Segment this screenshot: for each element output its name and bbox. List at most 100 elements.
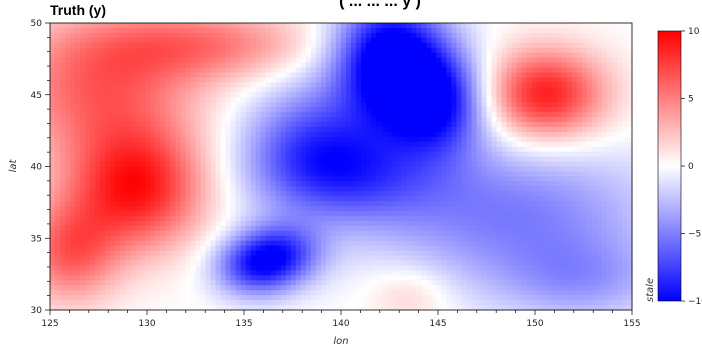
heatmap-cell — [411, 181, 417, 187]
heatmap-cell — [230, 117, 237, 123]
heatmap-cell — [335, 191, 342, 197]
heatmap-cell — [220, 117, 227, 123]
heatmap-cell — [140, 72, 146, 79]
heatmap-cell — [310, 225, 317, 232]
heatmap-cell — [556, 230, 563, 237]
heatmap-cell — [100, 97, 106, 103]
heatmap-cell — [381, 102, 387, 108]
heatmap-cell — [606, 161, 613, 168]
heatmap-cell — [561, 206, 568, 212]
heatmap-cell — [606, 176, 613, 182]
heatmap-cell — [416, 117, 422, 123]
heatmap-cell — [481, 151, 488, 158]
heatmap-cell — [250, 47, 257, 54]
heatmap-cell — [95, 121, 101, 128]
heatmap-cell — [551, 107, 558, 113]
heatmap-cell — [175, 220, 182, 227]
heatmap-cell — [310, 47, 317, 54]
heatmap-cell — [215, 92, 222, 98]
heatmap-cell — [245, 126, 252, 133]
heatmap-cell — [586, 62, 593, 69]
heatmap-cell — [280, 166, 287, 173]
heatmap-cell — [386, 87, 392, 93]
heatmap-cell — [180, 57, 187, 64]
heatmap-cell — [611, 77, 618, 83]
heatmap-cell — [621, 37, 628, 44]
heatmap-cell — [606, 181, 613, 187]
heatmap-cell — [436, 176, 442, 182]
heatmap-cell — [466, 42, 473, 49]
heatmap-cell — [356, 117, 362, 123]
heatmap-cell — [265, 107, 272, 113]
heatmap-cell — [536, 161, 543, 168]
heatmap-cell — [100, 102, 106, 108]
heatmap-cell — [95, 186, 101, 192]
heatmap-cell — [536, 57, 543, 64]
heatmap-cell — [115, 107, 121, 113]
heatmap-cell — [506, 186, 513, 192]
heatmap-cell — [285, 171, 292, 177]
heatmap-cell — [411, 121, 417, 128]
heatmap-cell — [205, 161, 212, 168]
heatmap-cell — [205, 57, 212, 64]
heatmap-cell — [381, 196, 387, 202]
heatmap-cell — [330, 72, 337, 79]
heatmap-cell — [376, 62, 382, 69]
heatmap-cell — [381, 161, 387, 168]
heatmap-cell — [170, 112, 177, 118]
heatmap-cell — [511, 151, 518, 158]
heatmap-cell — [446, 77, 452, 83]
heatmap-cell — [501, 141, 508, 148]
heatmap-cell — [491, 52, 498, 59]
heatmap-cell — [155, 52, 161, 59]
heatmap-cell — [180, 102, 187, 108]
heatmap-cell — [115, 97, 121, 103]
heatmap-cell — [235, 141, 242, 148]
heatmap-cell — [416, 136, 422, 143]
heatmap-cell — [135, 201, 141, 207]
heatmap-cell — [361, 112, 367, 118]
heatmap-cell — [496, 225, 503, 232]
heatmap-cell — [70, 225, 76, 232]
heatmap-cell — [411, 230, 417, 237]
heatmap-cell — [295, 196, 302, 202]
heatmap-cell — [325, 176, 332, 182]
heatmap-cell — [526, 136, 533, 143]
heatmap-cell — [526, 161, 533, 168]
heatmap-cell — [320, 102, 327, 108]
heatmap-cell — [210, 191, 217, 197]
heatmap-cell — [431, 161, 437, 168]
heatmap-cell — [361, 27, 367, 34]
heatmap-cell — [421, 23, 427, 29]
heatmap-cell — [431, 57, 437, 64]
heatmap-cell — [50, 107, 56, 113]
heatmap-cell — [386, 181, 392, 187]
heatmap-cell — [120, 72, 126, 79]
heatmap-cell — [371, 215, 377, 222]
heatmap-cell — [85, 107, 91, 113]
heatmap-cell — [215, 220, 222, 227]
heatmap-cell — [481, 97, 488, 103]
heatmap-cell — [526, 82, 533, 88]
heatmap-cell — [626, 166, 633, 173]
heatmap-cell — [250, 42, 257, 49]
heatmap-cell — [576, 82, 583, 88]
heatmap-cell — [501, 166, 508, 173]
heatmap-cell — [606, 156, 613, 163]
heatmap-cell — [55, 186, 61, 192]
heatmap-cell — [170, 126, 177, 133]
heatmap-cell — [55, 97, 61, 103]
heatmap-cell — [601, 191, 608, 197]
heatmap-cell — [371, 37, 377, 44]
heatmap-cell — [626, 23, 633, 29]
heatmap-cell — [65, 215, 71, 222]
heatmap-cell — [471, 230, 478, 237]
heatmap-cell — [150, 23, 156, 29]
heatmap-cell — [250, 151, 257, 158]
heatmap-cell — [325, 112, 332, 118]
heatmap-cell — [556, 136, 563, 143]
heatmap-cell — [451, 27, 457, 34]
heatmap-cell — [55, 47, 61, 54]
heatmap-cell — [305, 215, 312, 222]
heatmap-cell — [155, 215, 161, 222]
